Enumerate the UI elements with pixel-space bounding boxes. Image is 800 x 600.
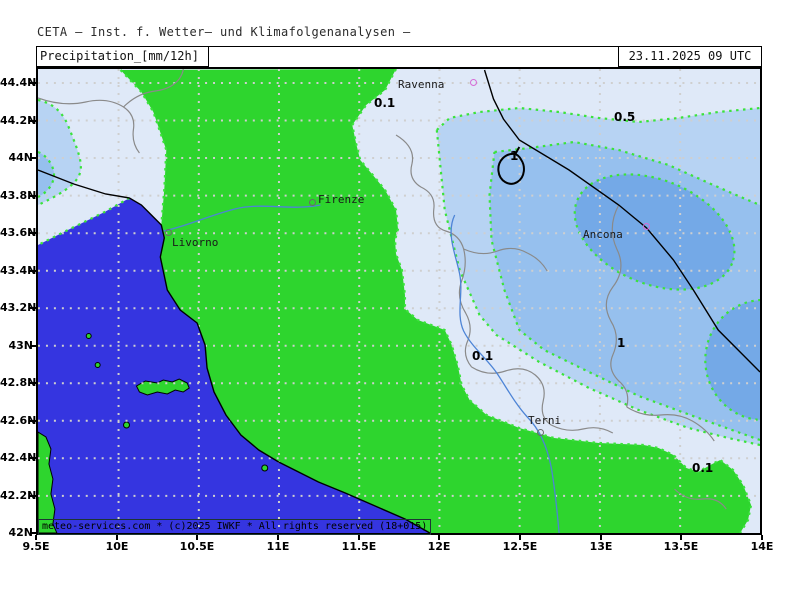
lon-tick	[358, 535, 360, 540]
lat-label: 42N	[8, 526, 33, 539]
lon-label: 12E	[427, 540, 451, 553]
city-marker-firenze	[309, 199, 316, 206]
lat-tick	[30, 82, 36, 84]
lon-label: 12.5E	[502, 540, 538, 553]
lat-label: 43.6N	[0, 226, 37, 239]
city-marker-livorno	[165, 229, 172, 236]
city-label-ravenna: Ravenna	[398, 78, 445, 91]
lat-label: 42.6N	[0, 414, 37, 427]
datetime-box: 23.11.2025 09 UTC	[618, 46, 762, 67]
credit-line: meteo-services.com * (c)2025 IWKF * All …	[38, 519, 432, 535]
lon-label: 13E	[589, 540, 613, 553]
page-title: CETA — Inst. f. Wetter— und Klimafolgena…	[37, 25, 411, 39]
lat-label: 43.2N	[0, 301, 37, 314]
lon-tick	[35, 535, 37, 540]
lon-tick	[277, 535, 279, 540]
contour-loop-1mm	[497, 146, 525, 185]
lon-tick	[116, 535, 118, 540]
lon-tick	[196, 535, 198, 540]
lon-tick	[600, 535, 602, 540]
lat-tick	[30, 532, 36, 534]
precip-level3-nw	[38, 152, 55, 197]
rivers	[163, 204, 560, 533]
precip-contours	[38, 69, 760, 533]
lat-tick	[30, 195, 36, 197]
lat-tick	[30, 382, 36, 384]
map-canvas	[38, 69, 760, 533]
lon-tick	[519, 535, 521, 540]
lat-tick	[30, 270, 36, 272]
lat-tick	[30, 420, 36, 422]
lat-tick	[30, 157, 36, 159]
lon-label: 10.5E	[179, 540, 215, 553]
lat-label: 43.8N	[0, 189, 37, 202]
contour-value-label: 0.5	[614, 110, 636, 124]
lat-tick	[30, 120, 36, 122]
coastlines	[38, 69, 760, 533]
lat-tick	[30, 232, 36, 234]
lon-tick	[438, 535, 440, 540]
lon-label: 11.5E	[341, 540, 377, 553]
lon-label: 10E	[105, 540, 129, 553]
lat-label: 43.4N	[0, 264, 37, 277]
city-marker-ancona	[643, 223, 650, 230]
admin-borders	[38, 69, 727, 510]
capraia-island	[94, 362, 101, 368]
lon-label: 9.5E	[22, 540, 50, 553]
lat-label: 42.2N	[0, 489, 37, 502]
lon-label: 11E	[266, 540, 290, 553]
city-label-livorno: Livorno	[172, 236, 219, 249]
city-label-ancona: Ancona	[583, 228, 623, 241]
gorgona-island	[85, 333, 92, 339]
giglio-island	[261, 464, 269, 472]
lon-tick	[761, 535, 763, 540]
lat-label: 42.4N	[0, 451, 37, 464]
graticule	[38, 69, 760, 533]
lat-label: 42.8N	[0, 376, 37, 389]
montecristo-island	[123, 421, 130, 429]
lat-tick	[30, 345, 36, 347]
land-region	[120, 69, 752, 533]
lat-tick	[30, 457, 36, 459]
sea-region	[38, 198, 430, 533]
lon-tick	[680, 535, 682, 540]
lon-label: 13.5E	[663, 540, 699, 553]
lat-label: 44.4N	[0, 76, 37, 89]
contour-value-label: 1	[617, 336, 626, 350]
contour-value-label: 0.1	[692, 461, 714, 475]
precipitation-map	[36, 67, 762, 535]
header-rule	[36, 46, 762, 47]
city-label-terni: Terni	[528, 414, 562, 427]
corsica-strip	[38, 431, 58, 533]
precip-level4-ancona	[573, 173, 736, 291]
contour-value-label: 0.1	[472, 349, 494, 363]
lon-label: 14E	[750, 540, 774, 553]
lat-label: 43N	[8, 339, 33, 352]
field-label-box: Precipitation_[mm/12h]	[36, 46, 209, 67]
city-marker-terni	[537, 429, 544, 436]
city-label-firenze: Firenze	[318, 193, 365, 206]
lat-label: 44.2N	[0, 114, 37, 127]
city-marker-ravenna	[470, 79, 477, 86]
contour-value-label: 1	[510, 149, 519, 163]
lat-tick	[30, 495, 36, 497]
lat-tick	[30, 307, 36, 309]
contour-value-label: 0.1	[374, 96, 396, 110]
lat-label: 44N	[8, 151, 33, 164]
